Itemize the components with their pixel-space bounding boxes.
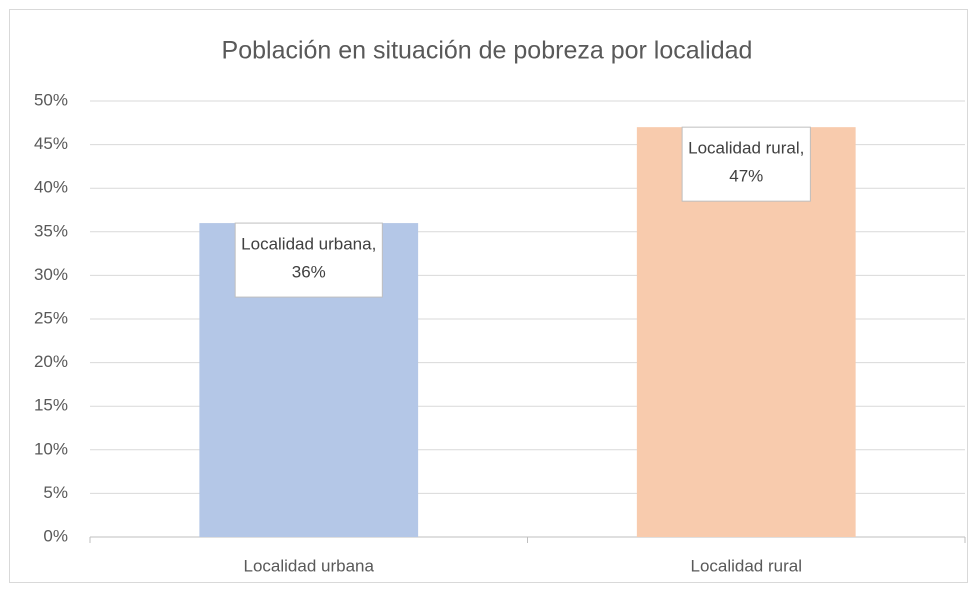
data-label-box (234, 222, 383, 298)
y-tick-label: 5% (43, 483, 68, 502)
data-label: Localidad rural, (688, 139, 804, 158)
y-tick-label: 15% (34, 396, 68, 415)
y-tick-label: 20% (34, 352, 68, 371)
y-tick-label: 40% (34, 178, 68, 197)
y-tick-label: 30% (34, 265, 68, 284)
y-tick-label: 10% (34, 439, 68, 458)
y-tick-label: 45% (34, 134, 68, 153)
x-tick-label: Localidad rural (690, 556, 802, 575)
data-label-box (681, 126, 811, 202)
y-tick-label: 35% (34, 221, 68, 240)
y-tick-label: 0% (43, 526, 68, 545)
y-tick-label: 25% (34, 308, 68, 327)
x-tick-label: Localidad urbana (244, 556, 375, 575)
y-tick-label: 50% (34, 90, 68, 109)
data-label: Localidad urbana, (241, 235, 376, 254)
chart-title: Población en situación de pobreza por lo… (222, 37, 753, 65)
data-label: 36% (292, 263, 326, 282)
data-label: 47% (729, 167, 763, 186)
